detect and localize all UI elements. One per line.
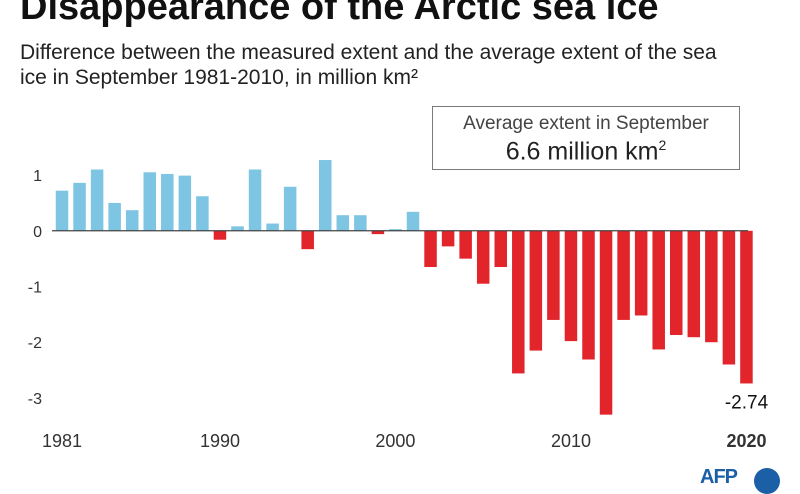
bar-1982 [73,182,86,231]
x-tick-label: 1990 [200,431,240,451]
bar-1990 [213,230,227,240]
x-tick-label: 2020 [726,431,766,451]
bar-1989 [196,196,209,231]
bar-1984 [108,202,121,231]
x-tick-label: 2010 [551,431,591,451]
annotation-label: -2.74 [725,392,769,413]
bar-1993 [266,223,279,231]
bar-1987 [161,173,174,231]
bar-1992 [248,169,262,231]
bar-1999 [371,230,385,235]
bar-2007 [512,230,525,374]
bar-2018 [705,230,718,343]
average-extent-unit-exponent: 2 [658,137,667,153]
bar-1996 [319,160,332,231]
y-tick-label: 0 [33,224,42,241]
bar-1995 [301,230,314,250]
bar-2004 [459,230,472,259]
bar-2002 [424,230,437,267]
bar-1983 [90,169,104,231]
bar-2005 [476,230,490,284]
chart-title: Disappearance of the Arctic sea ice [20,0,659,28]
bar-2020 [740,230,753,384]
bar-1985 [125,210,139,231]
afp-logo-circle-icon [754,468,780,494]
chart-subtitle: Difference between the measured extent a… [20,41,717,89]
bar-2016 [670,230,683,335]
bar-1997 [336,215,350,231]
afp-logo-text: AFP [700,466,738,488]
y-tick-label: -1 [28,280,42,297]
bar-1991 [231,226,244,231]
bar-1988 [178,175,192,231]
bar-2006 [494,230,507,267]
y-tick-label: -3 [28,391,42,408]
afp-logo: AFP [700,466,780,494]
bar-2013 [617,230,630,320]
bar-2001 [406,211,420,231]
bar-2019 [722,230,736,365]
bar-2017 [687,230,701,338]
average-extent-value-text: 6.6 million km [505,137,659,166]
bar-2009 [547,230,560,320]
bar-1986 [143,172,156,231]
x-tick-label: 2000 [375,431,415,451]
y-tick-label: 1 [33,168,42,185]
bar-1994 [283,186,297,231]
bar-2003 [441,230,455,247]
x-tick-label: 1981 [42,431,82,451]
average-extent-value: 6.6 million km2 [433,137,739,166]
y-tick-label: -2 [28,335,42,352]
bar-chart: 1 0 -1 -2 -3 1981 1990 2000 2010 2020 -2.74 [28,160,769,451]
average-extent-label: Average extent in September [463,113,709,134]
bar-2015 [652,230,665,350]
bar-1998 [354,215,367,231]
bar-2012 [599,230,613,415]
bar-1981 [55,190,69,231]
bar-2010 [564,230,578,342]
bar-2000 [389,229,402,231]
bar-2014 [634,230,648,316]
bar-2011 [582,230,595,360]
bar-2008 [529,230,543,351]
average-extent-box: Average extent in September 6.6 million … [432,106,740,170]
